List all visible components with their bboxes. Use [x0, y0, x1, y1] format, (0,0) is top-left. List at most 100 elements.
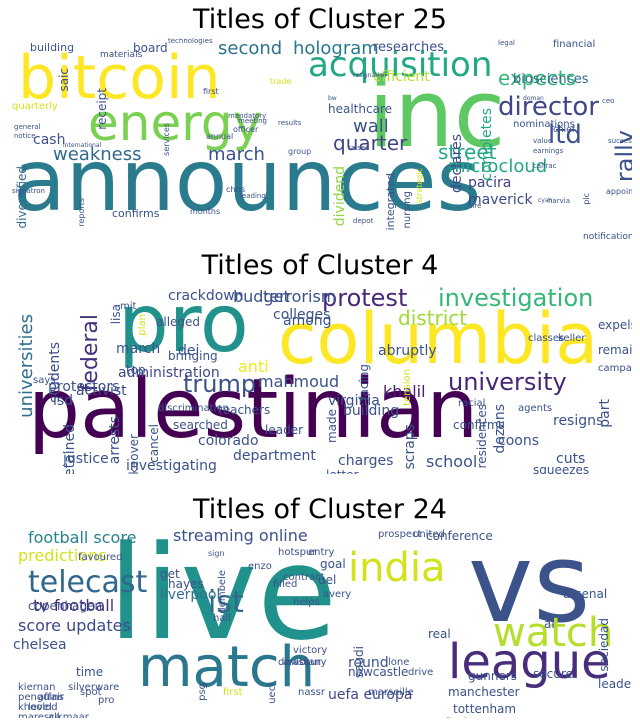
word-isd: isd	[53, 393, 74, 409]
word-wall: wall	[353, 116, 389, 137]
word-pro: pro	[98, 695, 115, 706]
word-services: services	[162, 123, 171, 156]
word-predictions: predictions	[18, 546, 107, 565]
word-sign: sign	[208, 549, 225, 558]
word-annual: annual	[206, 132, 234, 141]
word-dei: dei	[178, 343, 200, 359]
cloud-title-25: Titles of Cluster 25	[193, 4, 447, 35]
word-efficient: efficient	[373, 69, 430, 85]
word-mahmoud: mahmoud	[258, 372, 340, 391]
word-financial: financial	[553, 39, 596, 50]
word-drive: drive	[408, 667, 434, 678]
word-detained: detained	[62, 424, 78, 474]
word-protestors: protestors	[48, 379, 120, 395]
word-saic: saic	[57, 68, 71, 92]
word-department: department	[233, 448, 316, 464]
word-notice: notice	[14, 132, 36, 140]
word-plan: plan	[137, 314, 148, 336]
word-justice: justice	[63, 451, 109, 467]
word-al: al	[544, 617, 555, 631]
word-results: results	[278, 119, 302, 127]
word-racial: racial	[458, 398, 486, 409]
word-cash: cash	[33, 132, 66, 148]
word-avery: avery	[323, 589, 352, 600]
word-abruptly: abruptly	[378, 343, 437, 359]
word-chris: chris	[226, 185, 246, 194]
word-ist: ist	[208, 585, 244, 620]
word-cloud-25: announces inc bitcoin energy acquisition dire…	[8, 38, 632, 248]
word-real: real	[428, 627, 451, 641]
word-coons: coons	[498, 433, 539, 449]
word-made: made	[325, 409, 339, 444]
word-receipt: receipt	[95, 88, 109, 130]
word-takeover: takeover	[127, 434, 141, 474]
word-mandatory: mandatory	[228, 112, 267, 120]
word-second: second	[218, 38, 283, 59]
word-resigns: resigns	[553, 413, 604, 429]
word-gunners: gunners	[468, 669, 518, 683]
word-part: part	[597, 399, 613, 428]
word-letter: letter	[326, 469, 358, 474]
word-earnings: earnings	[533, 147, 564, 155]
word-maverick: maverick	[468, 192, 533, 208]
word-india: india	[348, 545, 446, 591]
word-streaming-online: streaming online	[173, 528, 308, 545]
word-street: street	[438, 140, 497, 164]
word-building: building	[30, 41, 75, 54]
word-raises: raises	[348, 144, 369, 152]
word-agents: agents	[518, 403, 553, 414]
word-healthcare: healthcare	[328, 102, 392, 116]
word-dividend: dividend	[332, 166, 348, 227]
word-classes: classes	[528, 333, 565, 344]
word-activist: activist	[76, 383, 127, 399]
word-march: march	[116, 341, 161, 357]
word-bringing: bringing	[168, 349, 218, 363]
word-anti: anti	[238, 357, 269, 376]
word-inc: inc	[368, 60, 506, 169]
word-telecast: telecast	[28, 565, 148, 600]
word-legal: legal	[498, 39, 515, 47]
word-crackdown: crackdown	[168, 288, 244, 304]
word-khoolod: khoolod	[18, 702, 58, 713]
word-chief: chief	[553, 125, 575, 135]
word-charges: charges	[338, 453, 394, 469]
word-reports: reports	[77, 198, 86, 227]
word-among: among	[283, 313, 332, 329]
word-diversified: diversified	[15, 166, 29, 229]
word-top: top	[126, 363, 146, 377]
word-entry: entry	[308, 547, 335, 558]
word-microcloud: microcloud	[448, 156, 548, 177]
word-match: match	[138, 635, 316, 700]
word-administration: administration	[118, 365, 220, 381]
word-investigation: investigation	[438, 284, 594, 312]
word-depot: depot	[353, 217, 374, 225]
word-announces: announces	[13, 131, 482, 231]
word-completes: completes	[479, 108, 495, 181]
word-goal: goal	[320, 557, 346, 571]
word-hall: hall	[213, 613, 232, 624]
word-researches: researches	[373, 40, 445, 55]
word-uecl: uecl	[267, 683, 278, 704]
word-saudi: saudi	[352, 646, 366, 679]
word-cloud-4: palestinian columbia pro protest investigati…	[8, 284, 632, 474]
word-trump: trump	[183, 370, 257, 398]
word-chelsea: chelsea	[13, 637, 67, 653]
word-discrimination: discrimination	[158, 403, 229, 414]
word-meeting: meeting	[238, 117, 268, 125]
word-sociedad: sociedad	[597, 618, 611, 672]
word-victory: victory	[293, 645, 328, 656]
word-value: value	[533, 137, 553, 145]
word-cloud-24: live vs match league watch india telecast ist fo…	[8, 528, 632, 718]
word-months: months	[190, 207, 221, 216]
word-school: school	[426, 452, 478, 471]
word-ceo: ceo	[602, 97, 615, 105]
word-arsenal: arsenal	[563, 587, 608, 601]
word-strategic: strategic	[415, 168, 424, 204]
word-filled: filled	[273, 579, 298, 590]
word-palestinian: palestinian	[28, 362, 479, 457]
word-budget: budget	[233, 287, 290, 306]
word-facing: facing	[357, 364, 371, 401]
word-searched: searched	[173, 418, 228, 432]
word-lone: lone	[388, 657, 410, 668]
word-live: live	[108, 528, 338, 669]
